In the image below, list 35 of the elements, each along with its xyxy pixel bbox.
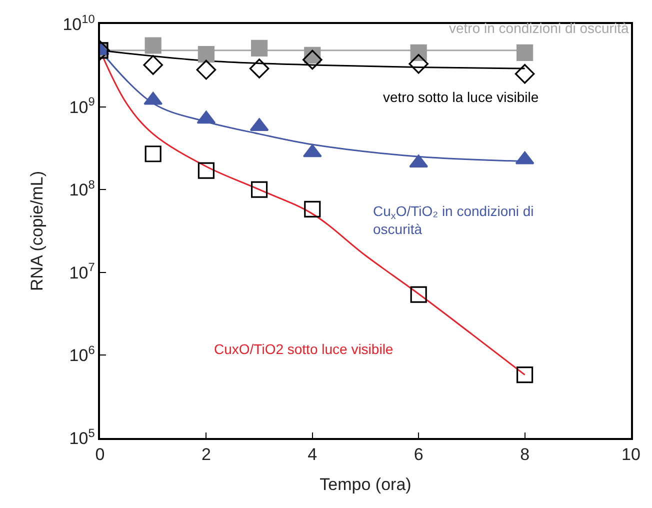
y-tick-label: 10$^{8}$: [69, 177, 96, 200]
text: Cu$_{x}$O/TiO₂ in condizioni di oscurità: [373, 203, 534, 238]
point: [144, 146, 162, 162]
y-tick-label: 10$^{9}$: [69, 94, 96, 117]
point: [196, 60, 216, 80]
text: CuxO/TiO2 sotto luce visibile: [214, 341, 394, 357]
point: [408, 54, 428, 74]
x-tick-label: 6: [414, 445, 424, 464]
y-tick-label: 10$^{10}$: [62, 12, 96, 34]
point: [302, 50, 322, 70]
y-tick-label: 10$^{7}$: [69, 260, 96, 282]
series-label: vetro sotto la luce visibile: [383, 89, 539, 105]
point: [251, 181, 268, 198]
point: [514, 64, 535, 84]
point: [198, 162, 214, 179]
point: [144, 37, 162, 54]
x-tick-label: 0: [95, 445, 105, 464]
x-axis-title: Tempo (ora): [320, 475, 412, 494]
y-axis-title: RNA (copie/mL): [28, 171, 47, 291]
x-tick-label: 8: [520, 445, 530, 464]
y-tick-label: 10$^{6}$: [69, 343, 96, 366]
point: [251, 40, 268, 57]
point: [304, 200, 321, 218]
point: [198, 46, 214, 63]
point: [410, 44, 427, 62]
series-label: vetro in condizioni di oscurità: [449, 20, 629, 36]
y-tick-label: 10$^{5}$: [69, 426, 96, 448]
point: [516, 366, 534, 384]
x-tick-label: 10: [622, 445, 640, 464]
point: [516, 44, 534, 62]
point: [249, 58, 270, 78]
x-tick-label: 2: [201, 445, 211, 464]
point: [143, 55, 163, 75]
x-tick-label: 4: [308, 445, 318, 464]
point: [410, 286, 427, 303]
